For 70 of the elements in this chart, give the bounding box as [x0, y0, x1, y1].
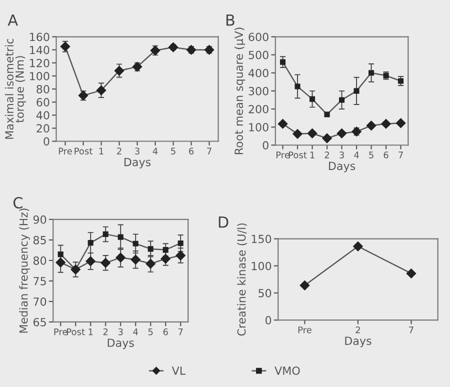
x-tick-label: 2 — [324, 152, 329, 158]
legend-label: VMO — [274, 366, 300, 375]
x-tick-label: 2 — [356, 326, 360, 334]
y-tick-label: 60 — [36, 98, 50, 106]
x-tick-label: Post — [288, 152, 307, 158]
y-tick-label: 20 — [36, 124, 50, 133]
x-tick-label: Pre — [54, 328, 68, 336]
x-tick-label: 7 — [178, 328, 183, 336]
chart-title: B — [226, 14, 234, 26]
x-tick-label: 4 — [354, 152, 359, 158]
y-tick-label: 160 — [30, 32, 50, 42]
y-tick-label: 300 — [248, 86, 268, 96]
x-axis-title: Days — [345, 336, 372, 348]
y-tick-label: 80 — [36, 84, 50, 94]
y-tick-label: 400 — [248, 68, 268, 78]
y-tick-label: 90 — [33, 215, 46, 224]
x-tick-label: 6 — [189, 148, 194, 154]
y-tick-label: 40 — [36, 111, 50, 120]
y-tick-label: 120 — [30, 58, 50, 68]
x-tick-label: 1 — [99, 148, 104, 154]
y-tick-label: 0 — [44, 137, 50, 146]
x-tick-label: 6 — [163, 328, 168, 336]
x-tick-label: 7 — [409, 326, 414, 334]
y-tick-label: 600 — [248, 32, 268, 42]
y-tick-label: 100 — [252, 262, 272, 270]
y-axis-title: Maximal isometric torque (Nm) — [4, 38, 26, 139]
y-axis-title: Median frequency (Hz) — [19, 208, 30, 333]
y-axis-title: Creatine kinase (U/l) — [237, 224, 248, 336]
x-tick-label: 5 — [148, 328, 153, 336]
y-tick-label: 150 — [252, 234, 272, 244]
x-tick-label: 6 — [384, 152, 388, 158]
x-tick-label: 3 — [340, 152, 344, 158]
y-tick-label: 100 — [30, 72, 50, 80]
y-tick-label: 0 — [262, 141, 268, 150]
x-tick-label: 5 — [369, 152, 374, 158]
y-tick-label: 100 — [249, 123, 268, 132]
x-tick-label: 1 — [88, 328, 93, 336]
y-tick-label: 75 — [34, 277, 46, 286]
y-axis-title: Root mean square (μV) — [234, 28, 246, 154]
x-axis-title: Days — [329, 162, 356, 172]
x-tick-label: 2 — [117, 148, 122, 154]
y-tick-label: 500 — [248, 50, 268, 60]
chart-title: D — [218, 216, 228, 228]
x-tick-label: Post — [74, 148, 92, 154]
x-tick-label: 1 — [310, 152, 314, 158]
x-tick-label: Post — [67, 328, 85, 336]
y-tick-label: 50 — [258, 288, 272, 298]
x-axis-title: Days — [124, 158, 151, 168]
legend-label: VL — [172, 366, 186, 375]
x-tick-label: Pre — [276, 152, 290, 158]
y-tick-label: 0 — [266, 316, 272, 324]
chart-title: A — [8, 14, 18, 26]
x-tick-label: 7 — [398, 152, 403, 158]
x-tick-label: 4 — [152, 148, 158, 154]
x-tick-label: 4 — [133, 328, 138, 336]
y-tick-label: 200 — [248, 104, 268, 114]
chart-title: C — [13, 196, 22, 209]
x-tick-label: 2 — [103, 328, 108, 336]
y-tick-label: 140 — [30, 46, 50, 54]
x-tick-label: Pre — [58, 148, 72, 154]
y-tick-label: 65 — [33, 318, 46, 326]
y-tick-label: 70 — [34, 297, 46, 306]
x-axis-title: Days — [108, 338, 134, 350]
y-tick-label: 80 — [33, 256, 46, 265]
x-tick-label: Pre — [298, 326, 312, 334]
x-tick-label: 3 — [118, 328, 123, 336]
x-tick-label: 7 — [207, 148, 212, 154]
x-tick-label: 3 — [135, 148, 140, 154]
y-tick-label: 85 — [33, 236, 46, 244]
x-tick-label: 5 — [171, 148, 176, 154]
